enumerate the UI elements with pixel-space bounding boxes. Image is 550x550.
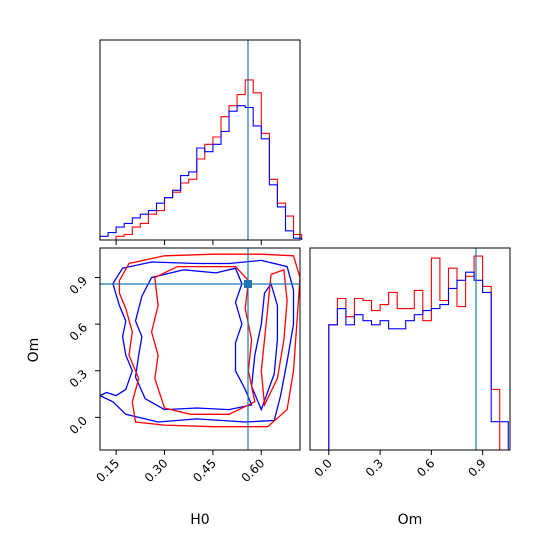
contour-blue-2 (250, 282, 279, 412)
joint-truth-marker (244, 280, 252, 288)
x-axis-label-h0: H0 (190, 512, 209, 528)
hist-h0-panel (99, 39, 303, 245)
h0-hist-frame (99, 39, 301, 241)
y-axis-label-om: Om (26, 338, 42, 363)
om-hist-blue-series (311, 271, 509, 450)
joint-frame (99, 247, 301, 451)
contour-red-3 (118, 253, 300, 428)
contour-red-5 (260, 268, 288, 408)
contour-blue-1 (134, 267, 253, 411)
x-axis-label-om: Om (398, 512, 423, 528)
om-hist-red-series (311, 255, 509, 450)
om-hist-frame (309, 247, 511, 451)
contour-blue-0 (100, 259, 295, 423)
h0-hist-blue-series (99, 105, 303, 240)
